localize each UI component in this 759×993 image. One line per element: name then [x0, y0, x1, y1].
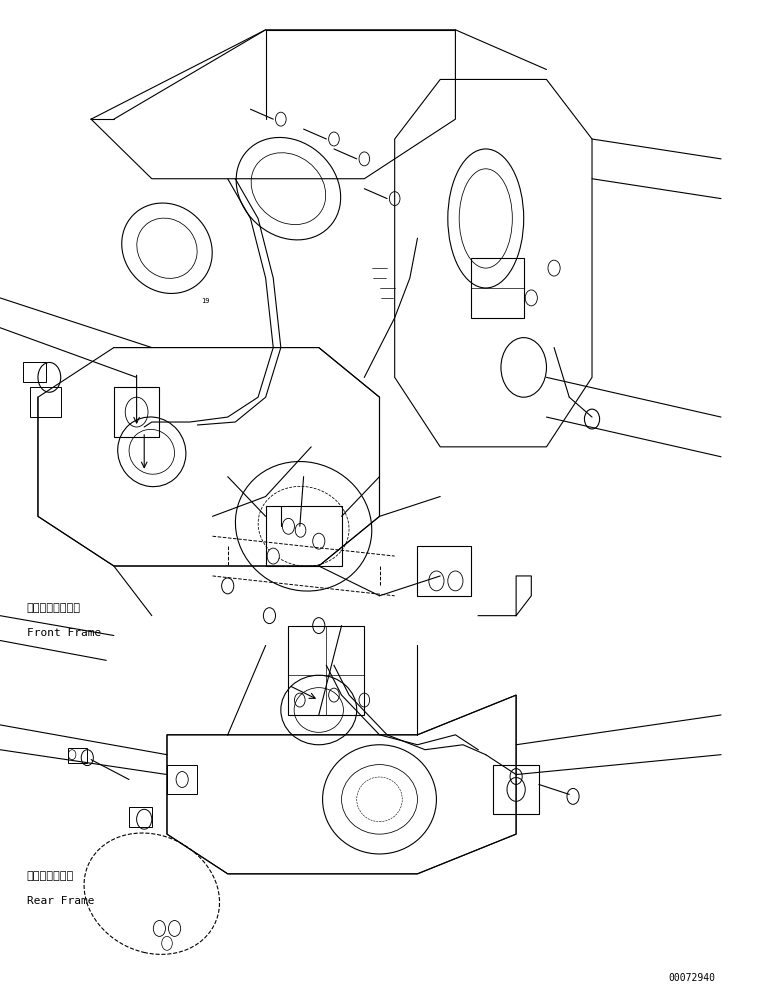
Bar — [493, 765, 539, 814]
Text: 00072940: 00072940 — [668, 973, 715, 983]
Text: Front Frame: Front Frame — [27, 628, 101, 638]
Text: Rear Frame: Rear Frame — [27, 896, 94, 906]
Text: リヤーフレーム: リヤーフレーム — [27, 871, 74, 881]
Bar — [471, 258, 524, 318]
Polygon shape — [167, 695, 516, 874]
Bar — [288, 626, 364, 715]
Bar — [114, 387, 159, 437]
Circle shape — [282, 518, 294, 534]
Circle shape — [267, 548, 279, 564]
Bar — [266, 506, 342, 566]
Circle shape — [313, 533, 325, 549]
Text: 19: 19 — [201, 298, 209, 304]
Polygon shape — [395, 79, 592, 447]
Bar — [167, 765, 197, 794]
Bar — [417, 546, 471, 596]
Bar — [129, 807, 152, 827]
Bar — [23, 362, 46, 382]
Bar — [68, 748, 87, 763]
Text: フロントフレーム: フロントフレーム — [27, 603, 80, 613]
Bar — [30, 387, 61, 417]
Polygon shape — [38, 348, 380, 566]
